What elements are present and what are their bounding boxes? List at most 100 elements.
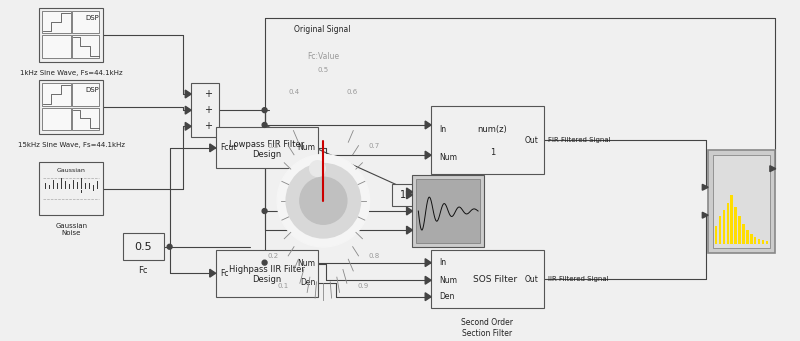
Bar (431, 106, 544, 174)
Text: Original Signal: Original Signal (294, 26, 350, 34)
Polygon shape (425, 276, 431, 284)
Text: Out: Out (525, 135, 538, 145)
Polygon shape (186, 106, 191, 114)
Bar (72, 35, 99, 58)
Text: Num: Num (439, 276, 457, 285)
Text: Num: Num (439, 153, 457, 162)
Text: Num: Num (298, 143, 315, 152)
Bar (39, 162, 103, 216)
Bar (742, 224, 745, 244)
Polygon shape (186, 122, 191, 130)
Bar (718, 217, 722, 244)
Bar (762, 240, 764, 244)
Polygon shape (406, 207, 413, 215)
Text: 15kHz Sine Wave, Fs=44.1kHz: 15kHz Sine Wave, Fs=44.1kHz (18, 142, 125, 148)
Bar (758, 239, 760, 244)
Text: Den: Den (439, 292, 454, 301)
Bar (42, 83, 70, 106)
Polygon shape (702, 184, 708, 190)
Polygon shape (425, 293, 431, 301)
Text: 0.4: 0.4 (289, 89, 300, 95)
Bar (738, 217, 741, 244)
Text: 1: 1 (490, 148, 495, 157)
Text: 0.6: 0.6 (346, 89, 358, 95)
Circle shape (310, 161, 326, 176)
Polygon shape (186, 90, 191, 98)
Text: Lowpass FIR Filter: Lowpass FIR Filter (230, 140, 305, 149)
Text: FIR Filtered Signal: FIR Filtered Signal (547, 137, 610, 143)
Polygon shape (406, 191, 413, 199)
Bar (191, 83, 218, 137)
Bar (746, 230, 749, 244)
Bar (714, 226, 718, 244)
Bar (72, 83, 99, 106)
Polygon shape (425, 259, 431, 267)
Bar (754, 237, 757, 244)
Circle shape (262, 209, 267, 213)
Polygon shape (406, 188, 413, 196)
Text: Second Order
Section Filter: Second Order Section Filter (462, 318, 514, 338)
Bar (39, 8, 103, 62)
Text: Out: Out (525, 275, 538, 284)
Bar (766, 241, 768, 244)
Text: 0.7: 0.7 (368, 143, 379, 149)
Text: SOS Filter: SOS Filter (473, 275, 518, 284)
Circle shape (262, 260, 267, 265)
Circle shape (262, 122, 267, 128)
Circle shape (286, 164, 361, 238)
Bar (713, 155, 770, 248)
Text: 1: 1 (400, 190, 406, 200)
Text: DSP: DSP (86, 15, 99, 21)
Text: Gaussian: Gaussian (57, 168, 86, 173)
Text: Highpass IIR Filter: Highpass IIR Filter (229, 265, 305, 274)
Bar (734, 207, 737, 244)
Polygon shape (425, 121, 431, 129)
Text: 0.5: 0.5 (318, 67, 329, 73)
Polygon shape (702, 212, 708, 218)
Text: Fc: Fc (221, 269, 229, 278)
Bar (416, 179, 480, 243)
Text: num(z): num(z) (478, 125, 507, 134)
Bar (431, 250, 544, 309)
Text: 0.9: 0.9 (358, 283, 369, 288)
Polygon shape (406, 226, 413, 234)
Bar (42, 11, 70, 33)
Polygon shape (425, 151, 431, 159)
Polygon shape (210, 269, 216, 277)
Polygon shape (210, 144, 216, 152)
Bar (72, 108, 99, 130)
Text: Fc: Fc (138, 266, 148, 275)
Text: In: In (439, 258, 446, 267)
Circle shape (262, 108, 267, 113)
Bar (722, 210, 725, 244)
Polygon shape (770, 166, 776, 172)
Text: In: In (439, 125, 446, 134)
Text: Design: Design (253, 150, 282, 159)
Bar (750, 234, 753, 244)
Circle shape (300, 177, 347, 224)
Text: 0.8: 0.8 (368, 253, 379, 259)
Bar (726, 203, 729, 244)
Text: Num: Num (298, 259, 315, 268)
Bar (392, 184, 414, 206)
Bar (39, 80, 103, 134)
Text: 0.3: 0.3 (267, 143, 278, 149)
Bar (42, 108, 70, 130)
Text: IIR Filtered Signal: IIR Filtered Signal (547, 276, 608, 282)
Bar (708, 150, 774, 253)
Circle shape (167, 244, 172, 249)
Text: Fcut: Fcut (221, 143, 237, 152)
Text: 1kHz Sine Wave, Fs=44.1kHz: 1kHz Sine Wave, Fs=44.1kHz (20, 70, 122, 75)
Text: +: + (204, 89, 212, 99)
Text: 0.2: 0.2 (267, 253, 278, 259)
Bar (413, 175, 484, 247)
Text: Design: Design (253, 275, 282, 284)
Text: Den: Den (300, 278, 315, 287)
Text: +: + (204, 105, 212, 115)
Bar (42, 35, 70, 58)
Bar (216, 127, 318, 168)
Text: +: + (204, 121, 212, 131)
Text: Gaussian
Noise: Gaussian Noise (55, 223, 87, 236)
Text: 0.5: 0.5 (134, 242, 152, 252)
Text: Fc:Value: Fc:Value (307, 52, 339, 61)
